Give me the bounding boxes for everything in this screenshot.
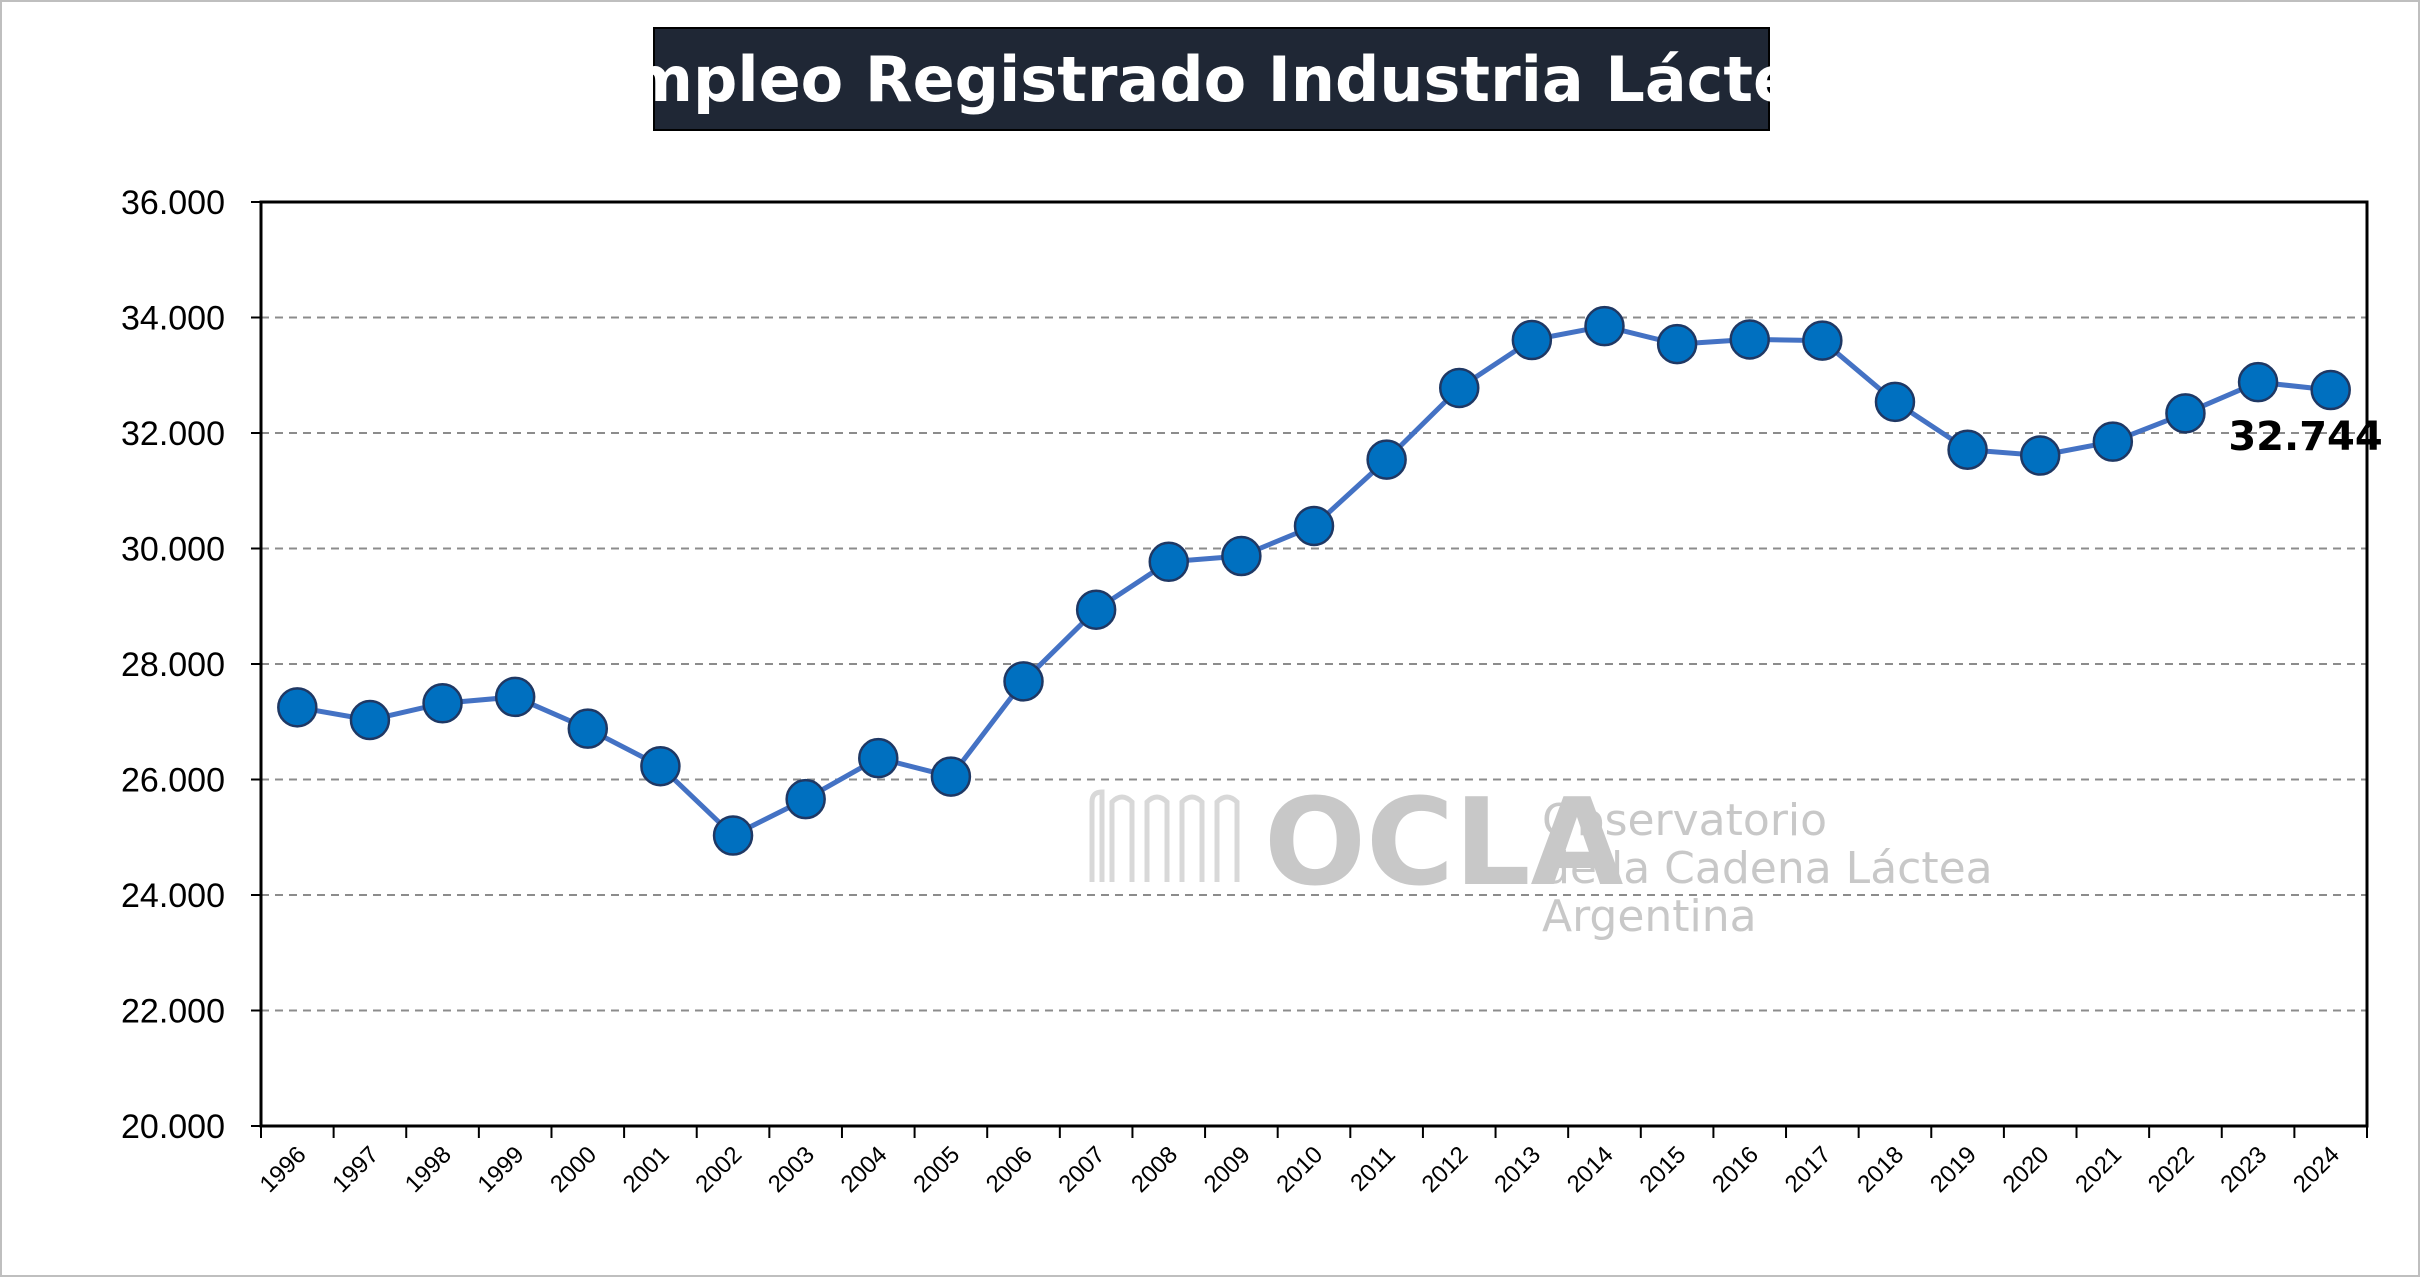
y-tick-label: 32.000 xyxy=(121,415,225,453)
x-tick-label-2021: 2021 xyxy=(2070,1141,2127,1198)
data-point-1999 xyxy=(494,676,536,718)
data-point-2003 xyxy=(785,778,826,820)
y-tick-label: 22.000 xyxy=(121,993,225,1031)
x-tick-label-2017: 2017 xyxy=(1780,1141,1837,1198)
x-tick-label-2000: 2000 xyxy=(545,1141,602,1198)
watermark-logo-text: OCLA xyxy=(1264,774,1624,913)
y-tick-label: 28.000 xyxy=(121,646,225,684)
data-point-2017 xyxy=(1802,320,1843,361)
x-tick-label-2020: 2020 xyxy=(1998,1141,2055,1198)
gridlines xyxy=(261,316,2367,1012)
data-point-2002 xyxy=(712,815,754,856)
data-point-2022 xyxy=(2165,393,2206,434)
x-tick-label-2013: 2013 xyxy=(1489,1141,1546,1198)
chart-title-box: Empleo Registrado Industria Láctea xyxy=(586,27,1837,131)
data-point-2024 xyxy=(2310,369,2351,411)
x-tick-label-2010: 2010 xyxy=(1271,1141,1328,1198)
x-tick-label-2018: 2018 xyxy=(1852,1141,1909,1198)
series-line xyxy=(296,323,2331,838)
data-point-2011 xyxy=(1366,439,1407,480)
data-point-2000 xyxy=(567,708,609,749)
x-tick-label-2009: 2009 xyxy=(1199,1141,1256,1198)
data-points xyxy=(277,305,2351,856)
data-point-2023 xyxy=(2237,361,2279,403)
x-tick-label-2011: 2011 xyxy=(1345,1141,1401,1197)
y-tick-label: 24.000 xyxy=(121,877,225,915)
y-tick-label: 36.000 xyxy=(121,184,225,222)
data-point-2001 xyxy=(640,745,681,787)
x-tick-label-2014: 2014 xyxy=(1562,1141,1619,1198)
x-tick-label-1999: 1999 xyxy=(473,1141,530,1198)
data-point-2012 xyxy=(1438,367,1480,409)
data-point-2020 xyxy=(2019,435,2061,476)
x-tick-label-2022: 2022 xyxy=(2143,1141,2200,1198)
x-tick-label-2019: 2019 xyxy=(1925,1141,1982,1198)
data-point-2005 xyxy=(930,756,972,797)
y-axis: 20.000 22.000 24.000 26.000 28.000 30.000 32.0… xyxy=(121,184,261,1146)
x-tick-label-2004: 2004 xyxy=(836,1141,893,1198)
data-point-2019 xyxy=(1947,429,1988,470)
x-tick-label-2005: 2005 xyxy=(908,1141,965,1198)
data-point-1996 xyxy=(277,687,318,728)
y-tick-label: 30.000 xyxy=(121,531,225,569)
data-point-2014 xyxy=(1584,305,1625,347)
chart-title: Empleo Registrado Industria Láctea xyxy=(586,42,1837,116)
x-tick-label-2012: 2012 xyxy=(1417,1141,1474,1198)
watermark-logo: OCLA Observatorio de la Cadena Láctea Ar… xyxy=(1089,774,1993,942)
data-point-2015 xyxy=(1656,323,1698,365)
data-point-1997 xyxy=(349,699,391,741)
watermark-line-1: Observatorio xyxy=(1542,795,1827,846)
x-tick-label-1997: 1997 xyxy=(327,1141,384,1198)
y-tick-label: 26.000 xyxy=(121,762,225,800)
data-label-last: 32.744 xyxy=(2228,414,2382,460)
data-point-2021 xyxy=(2092,421,2134,462)
y-tick-label: 20.000 xyxy=(121,1108,225,1146)
y-tick-label: 34.000 xyxy=(121,300,225,338)
data-point-2007 xyxy=(1075,589,1117,630)
x-tick-label-1996: 1996 xyxy=(255,1141,312,1198)
data-point-2010 xyxy=(1293,505,1335,547)
data-point-1998 xyxy=(422,683,463,724)
x-tick-label-2024: 2024 xyxy=(2288,1141,2345,1198)
x-tick-label-2006: 2006 xyxy=(981,1141,1038,1198)
x-tick-label-2003: 2003 xyxy=(763,1141,820,1198)
data-point-2009 xyxy=(1221,535,1262,577)
x-tick-label-2008: 2008 xyxy=(1126,1141,1183,1198)
data-point-2013 xyxy=(1511,319,1553,361)
data-point-2004 xyxy=(858,737,899,779)
data-point-2018 xyxy=(1874,381,1916,423)
x-tick-label-2001: 2001 xyxy=(618,1141,675,1198)
waves-icon xyxy=(1089,789,1240,882)
x-tick-label-2007: 2007 xyxy=(1054,1141,1111,1198)
x-tick-label-2016: 2016 xyxy=(1707,1141,1764,1198)
data-point-2008 xyxy=(1148,541,1190,583)
x-axis: 1996 1997 1998 1999 2000 2001 2002 2003 2004 2005… xyxy=(255,1126,2368,1198)
watermark-line-2: de la Cadena Láctea xyxy=(1542,843,1993,894)
x-tick-label-2023: 2023 xyxy=(2215,1141,2272,1198)
data-point-2016 xyxy=(1729,319,1770,360)
watermark-line-3: Argentina xyxy=(1542,891,1757,942)
x-tick-label-2015: 2015 xyxy=(1635,1141,1692,1198)
x-tick-label-2002: 2002 xyxy=(690,1141,747,1198)
data-point-2006 xyxy=(1003,661,1044,702)
x-tick-label-1998: 1998 xyxy=(400,1141,457,1198)
